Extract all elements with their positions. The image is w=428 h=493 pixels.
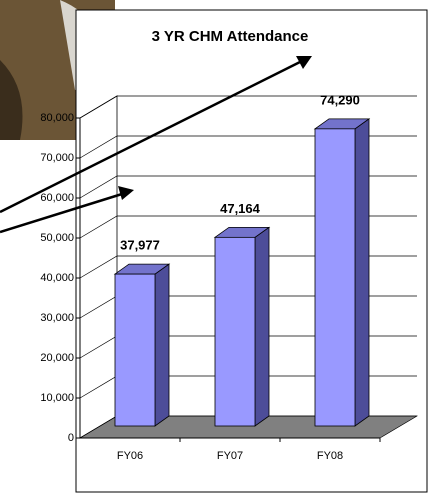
photo-detail: [0, 60, 23, 140]
chart-title: 3 YR CHM Attendance: [152, 28, 309, 45]
bar-side: [254, 226, 270, 427]
bar-side: [354, 118, 370, 427]
plot: 0 10,000 20,000 30,000 40,000 50,000 60,000 70,…: [40, 92, 419, 462]
y-tick-label: 30,000: [40, 312, 74, 324]
y-tick-label: 50,000: [40, 232, 74, 244]
x-tick-label: FY06: [117, 450, 143, 462]
x-tick-label: FY07: [217, 450, 243, 462]
y-tick-label: 60,000: [40, 192, 74, 204]
value-label: 37,977: [120, 238, 160, 253]
bar-side: [154, 263, 170, 427]
y-tick-label: 20,000: [40, 352, 74, 364]
bar: [214, 236, 256, 427]
y-tick-label: 80,000: [40, 112, 74, 124]
arrowhead: [118, 186, 134, 200]
y-tick-label: 70,000: [40, 152, 74, 164]
arrow: [0, 192, 123, 234]
arrows: [0, 56, 312, 234]
x-tick-label: FY08: [317, 450, 343, 462]
y-tick-label: 10,000: [40, 392, 74, 404]
value-label: 74,290: [320, 92, 360, 107]
y-tick-label: 40,000: [40, 272, 74, 284]
grid-line: [79, 95, 417, 119]
bar: [114, 273, 156, 427]
value-label: 47,164: [220, 201, 261, 216]
arrow: [0, 60, 301, 214]
arrowhead: [296, 56, 312, 69]
y-tick-label: 0: [68, 432, 74, 444]
bar: [314, 128, 356, 427]
